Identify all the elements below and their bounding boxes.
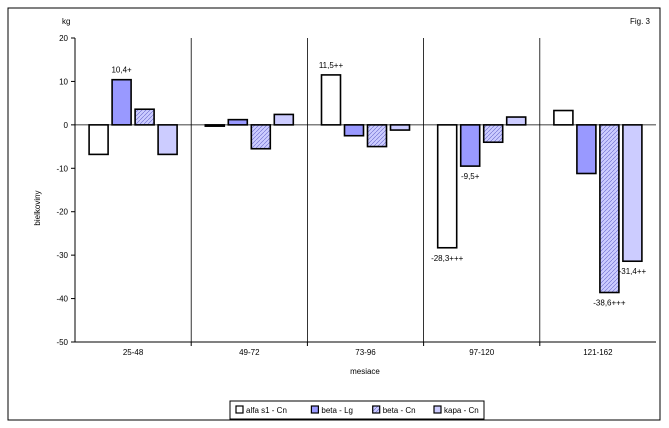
bar-alfa-s1-cn-25-48 bbox=[88, 124, 109, 156]
data-label: -38,6+++ bbox=[593, 298, 626, 307]
legend-label: kapa - Cn bbox=[444, 406, 479, 415]
x-tick-label: 73-96 bbox=[355, 348, 376, 357]
legend-box bbox=[229, 400, 485, 420]
labels-layer: 20 10 0 -10 -20 -30 -40 -50 25-48 49-72 73-96 97-12… bbox=[56, 34, 646, 357]
bar-kapa-cn-97-120 bbox=[505, 116, 527, 126]
bar-beta-lg-97-120 bbox=[459, 124, 481, 167]
axes-layer bbox=[71, 37, 656, 346]
y-tick-label: 0 bbox=[64, 121, 69, 130]
y-axis-title: bielkoviny bbox=[33, 190, 42, 225]
bar-beta-lg-73-96 bbox=[343, 124, 365, 137]
y-tick-label: 20 bbox=[59, 34, 68, 43]
x-tick-label: 49-72 bbox=[239, 348, 260, 357]
legend-swatch bbox=[235, 405, 244, 414]
y-tick-label: -30 bbox=[56, 251, 68, 260]
bars-layer bbox=[88, 74, 643, 294]
legend-swatch bbox=[310, 405, 319, 414]
x-axis-title: mesiace bbox=[350, 367, 380, 376]
y-tick-label: -50 bbox=[56, 338, 68, 347]
data-label: -31,4++ bbox=[619, 267, 647, 276]
grid-layer bbox=[190, 38, 541, 342]
figure-label: Fig. 3 bbox=[630, 17, 651, 26]
bar-kapa-cn-49-72 bbox=[273, 113, 295, 126]
x-tick-label: 97-120 bbox=[469, 348, 494, 357]
bar-alfa-s1-cn-97-120 bbox=[436, 124, 458, 249]
bar-beta-lg-49-72 bbox=[227, 118, 249, 126]
y-tick-label: -20 bbox=[56, 208, 68, 217]
legend-swatch bbox=[433, 405, 442, 414]
x-tick-label: 121-162 bbox=[583, 348, 613, 357]
x-tick-label: 25-48 bbox=[123, 348, 144, 357]
bar-beta-cn-25-48 bbox=[134, 108, 155, 126]
bar-kapa-cn-73-96 bbox=[389, 124, 411, 131]
bar-beta-lg-25-48 bbox=[111, 78, 132, 126]
bar-beta-cn-49-72 bbox=[250, 124, 272, 150]
y-tick-label: -10 bbox=[56, 164, 68, 173]
bar-beta-cn-97-120 bbox=[482, 124, 504, 144]
legend: alfa s1 - Cn beta - Lg beta - Cn kapa - Cn bbox=[229, 400, 485, 420]
bar-kapa-cn-25-48 bbox=[157, 124, 178, 156]
data-label: -28,3+++ bbox=[431, 254, 464, 263]
legend-label: beta - Lg bbox=[321, 406, 353, 415]
y-tick-label: -40 bbox=[56, 295, 68, 304]
data-label: 10,4+ bbox=[111, 66, 132, 75]
y-tick-label: 10 bbox=[59, 77, 68, 86]
bar-beta-cn-121-162 bbox=[599, 124, 620, 294]
bar-alfa-s1-cn-121-162 bbox=[553, 109, 574, 126]
data-label: -9,5+ bbox=[461, 172, 480, 181]
data-label: 11,5++ bbox=[319, 61, 344, 70]
unit-label: kg bbox=[62, 17, 70, 26]
bar-beta-cn-73-96 bbox=[366, 124, 388, 148]
legend-label: alfa s1 - Cn bbox=[246, 406, 287, 415]
bar-alfa-s1-cn-73-96 bbox=[320, 74, 342, 126]
legend-swatch bbox=[372, 405, 381, 414]
bar-beta-lg-121-162 bbox=[576, 124, 597, 175]
legend-label: beta - Cn bbox=[383, 406, 416, 415]
bar-kapa-cn-121-162 bbox=[622, 124, 643, 263]
